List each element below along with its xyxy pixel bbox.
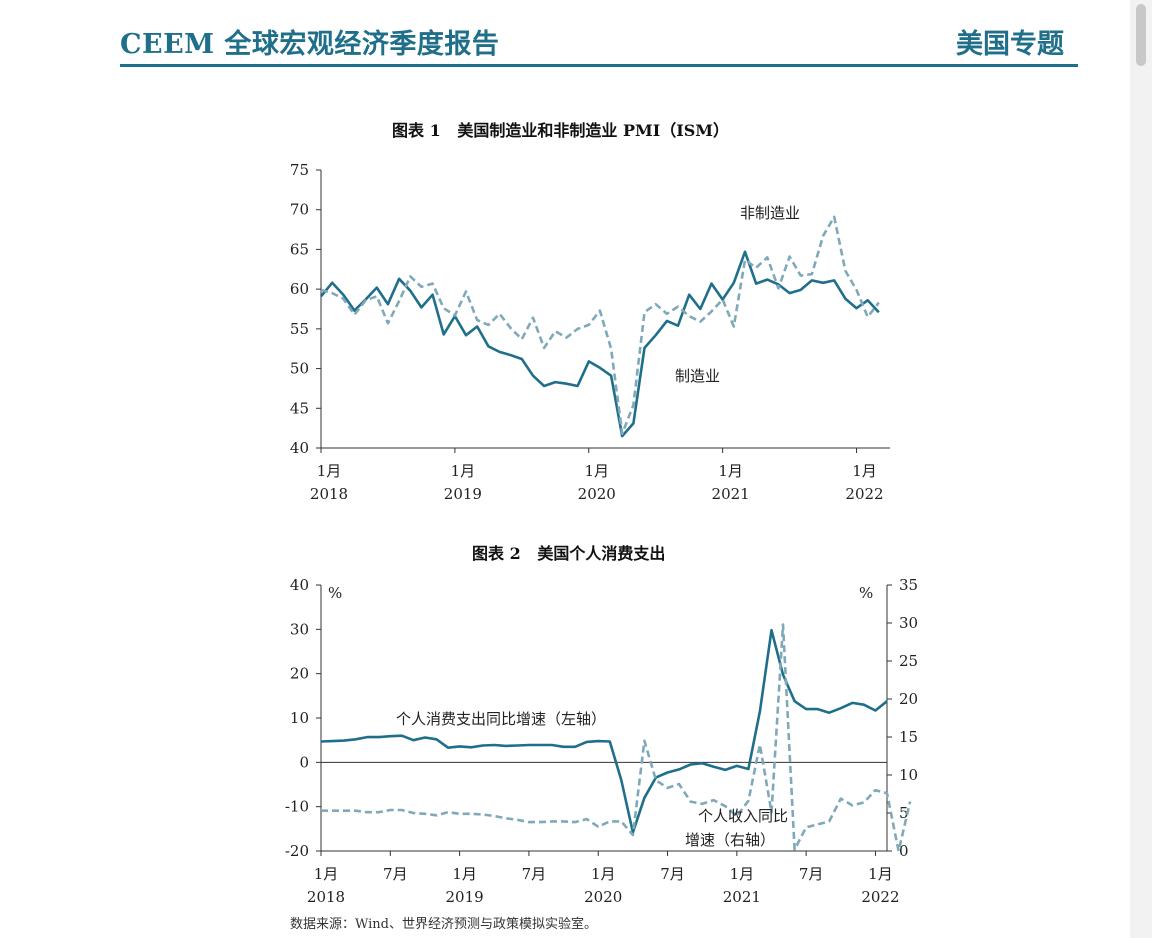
x-tick-month: 7月 bbox=[799, 865, 824, 883]
left-y-tick-label: -20 bbox=[285, 842, 309, 860]
y-tick-label: 40 bbox=[290, 439, 309, 457]
left-axis-unit: % bbox=[328, 584, 342, 602]
figure2-title: 图表 2 美国个人消费支出 bbox=[472, 544, 666, 563]
right-axis-unit: % bbox=[859, 584, 873, 602]
left-y-tick-label: -10 bbox=[285, 798, 309, 816]
annotation-income-line1: 个人收入同比 bbox=[698, 807, 788, 825]
x-tick-month: 1月 bbox=[868, 865, 893, 883]
x-tick-month: 1月 bbox=[852, 462, 877, 480]
pmi-chart: 40 45 50 55 60 65 70 75 1月 2018 1月 2019 1月 2020 1月 2021… bbox=[290, 161, 890, 503]
x-tick-month: 1月 bbox=[730, 865, 755, 883]
right-y-tick-label: 35 bbox=[899, 576, 918, 594]
right-y-tick-label: 25 bbox=[899, 652, 918, 670]
x-tick-year: 2020 bbox=[584, 888, 622, 906]
y-tick-label: 45 bbox=[290, 399, 309, 417]
nonmanufacturing-line bbox=[320, 215, 880, 436]
right-y-tick-label: 5 bbox=[899, 804, 909, 822]
income-growth-line bbox=[321, 623, 912, 853]
y-tick-label: 50 bbox=[290, 360, 309, 378]
right-y-tick-label: 20 bbox=[899, 690, 918, 708]
left-y-tick-label: 30 bbox=[290, 620, 309, 638]
x-tick-month: 7月 bbox=[383, 865, 408, 883]
figure1-title: 图表 1 美国制造业和非制造业 PMI（ISM） bbox=[392, 121, 729, 140]
x-tick-year: 2021 bbox=[712, 485, 750, 503]
header-divider bbox=[120, 64, 1078, 67]
x-tick-month: 1月 bbox=[317, 462, 342, 480]
y-tick-label: 60 bbox=[290, 280, 309, 298]
scrollbar-thumb[interactable] bbox=[1136, 4, 1146, 66]
x-tick-month: 1月 bbox=[452, 865, 477, 883]
consumption-growth-line bbox=[320, 628, 888, 834]
x-tick-month: 1月 bbox=[451, 462, 476, 480]
y-tick-label: 65 bbox=[290, 240, 309, 258]
annotation-manufacturing: 制造业 bbox=[675, 367, 720, 385]
x-tick-year: 2018 bbox=[310, 485, 348, 503]
x-tick-month: 1月 bbox=[314, 865, 339, 883]
vertical-scrollbar[interactable] bbox=[1130, 0, 1152, 938]
right-y-tick-label: 0 bbox=[899, 842, 909, 860]
annotation-consumption: 个人消费支出同比增速（左轴） bbox=[396, 710, 606, 728]
annotation-nonmanufacturing: 非制造业 bbox=[740, 204, 800, 222]
x-tick-year: 2022 bbox=[845, 485, 883, 503]
x-tick-year: 2020 bbox=[578, 485, 616, 503]
y-tick-label: 75 bbox=[290, 161, 309, 179]
annotation-income-line2: 增速（右轴） bbox=[685, 831, 775, 849]
report-title: CEEM 全球宏观经济季度报告 bbox=[120, 29, 500, 60]
y-tick-label: 55 bbox=[290, 320, 309, 338]
left-y-tick-label: 20 bbox=[290, 665, 309, 683]
x-tick-year: 2022 bbox=[861, 888, 899, 906]
x-tick-year: 2018 bbox=[307, 888, 345, 906]
section-title: 美国专题 bbox=[956, 29, 1064, 60]
left-y-tick-label: 40 bbox=[290, 576, 309, 594]
x-tick-month: 7月 bbox=[522, 865, 547, 883]
left-y-tick-label: 0 bbox=[299, 753, 309, 771]
x-tick-year: 2019 bbox=[444, 485, 482, 503]
x-tick-year: 2019 bbox=[446, 888, 484, 906]
data-source: 数据来源：Wind、世界经济预测与政策模拟实验室。 bbox=[290, 917, 597, 932]
manufacturing-line bbox=[319, 250, 880, 438]
x-tick-month: 7月 bbox=[660, 865, 685, 883]
right-y-tick-label: 10 bbox=[899, 766, 918, 784]
x-tick-year: 2021 bbox=[723, 888, 761, 906]
x-tick-month: 1月 bbox=[591, 865, 616, 883]
x-tick-month: 1月 bbox=[584, 462, 609, 480]
y-tick-label: 70 bbox=[290, 201, 309, 219]
x-tick-month: 1月 bbox=[718, 462, 743, 480]
left-y-tick-label: 10 bbox=[290, 709, 309, 727]
right-y-tick-label: 30 bbox=[899, 614, 918, 632]
right-y-tick-label: 15 bbox=[899, 728, 918, 746]
